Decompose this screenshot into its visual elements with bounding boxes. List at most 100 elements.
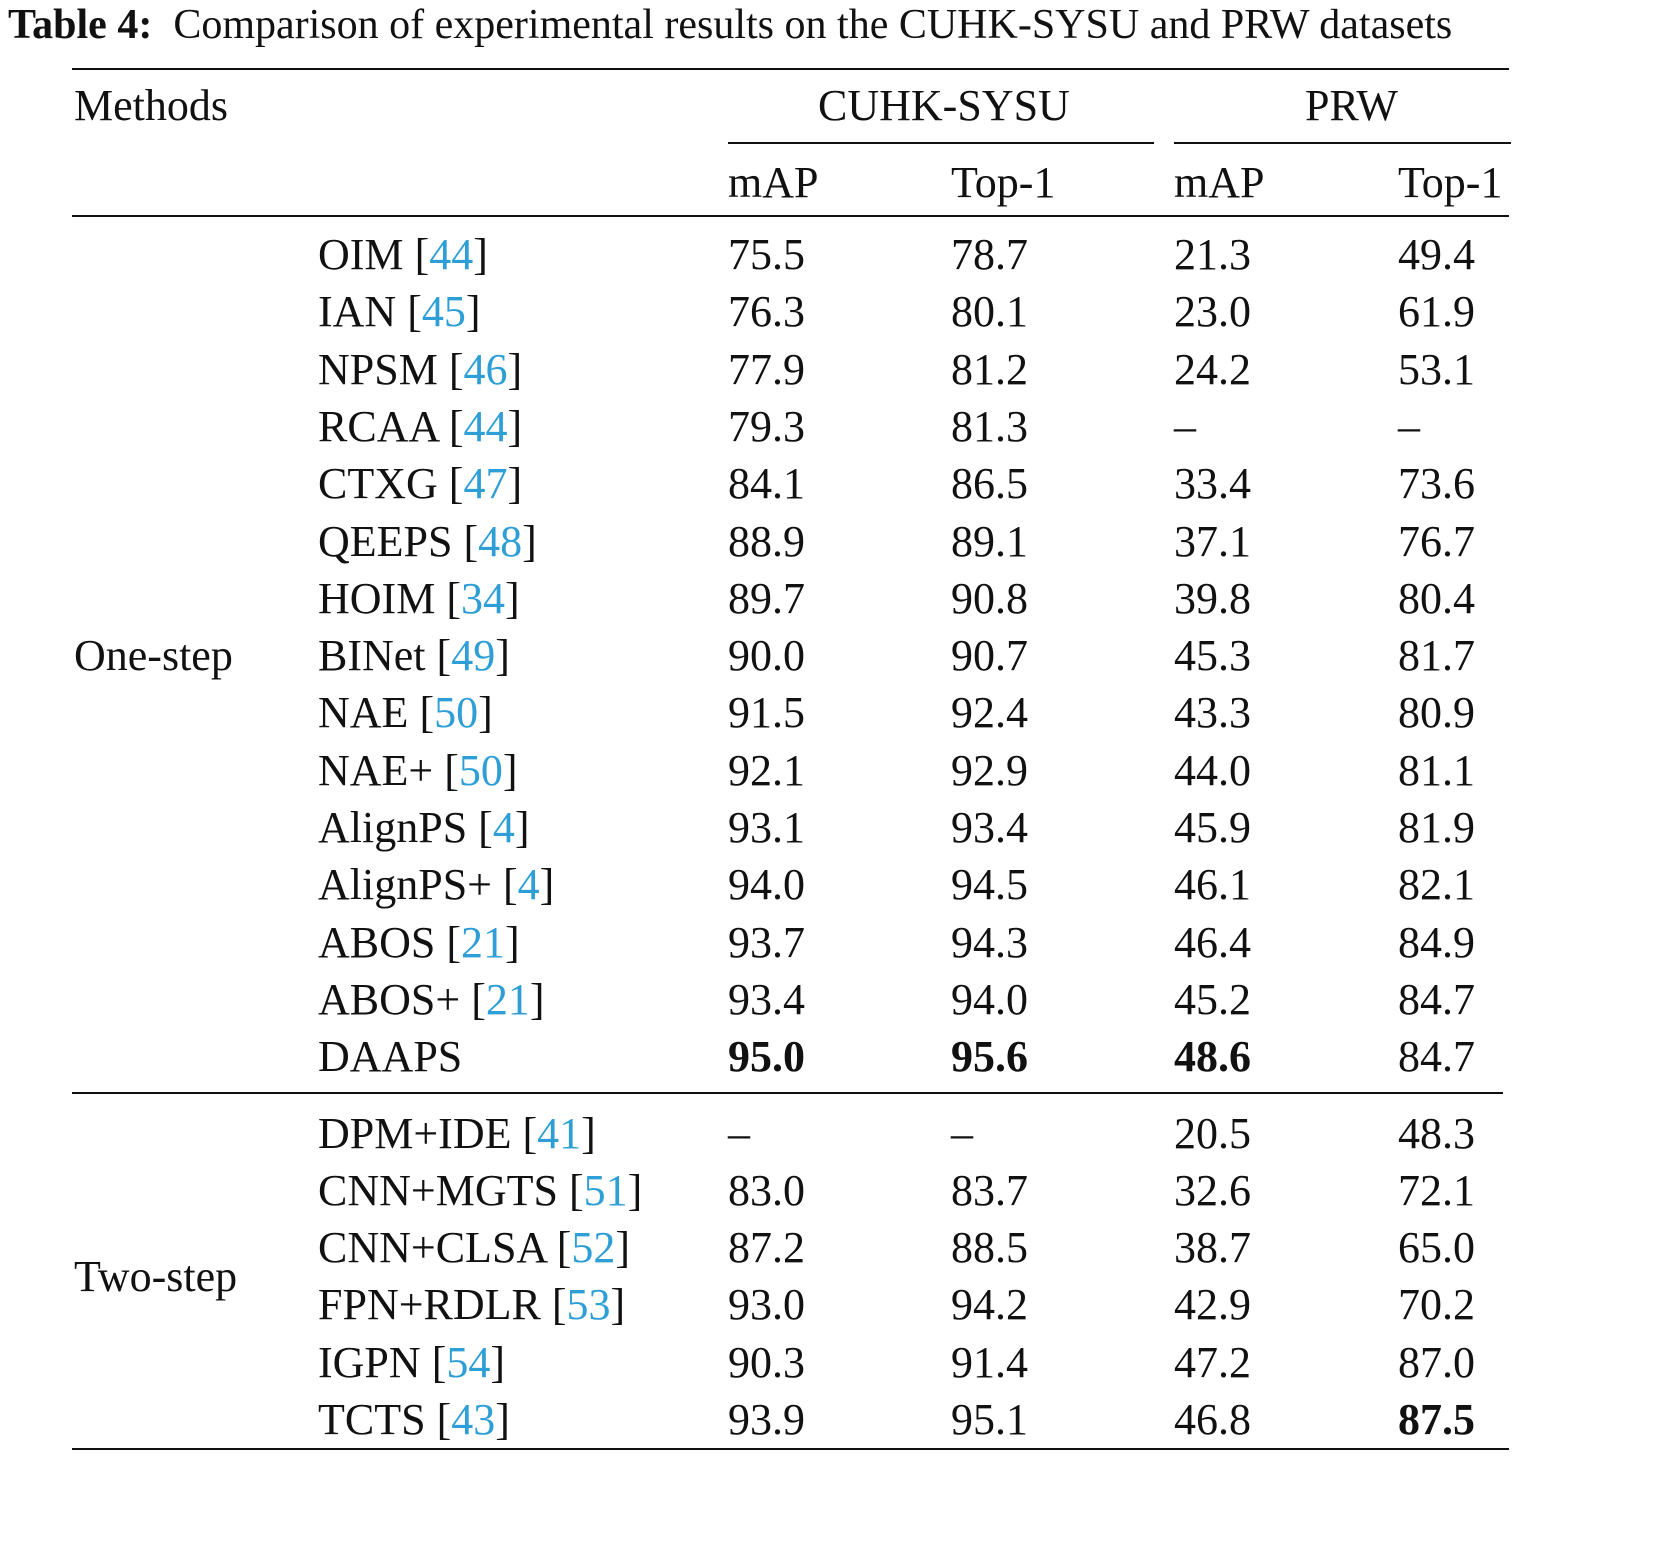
value-cell-p-top1: 53.1 [1398, 345, 1475, 394]
method-cell: CNN+CLSA [52] [318, 1223, 631, 1272]
value-cell-c-top1: 94.0 [951, 975, 1028, 1024]
citation-link[interactable]: 4 [517, 860, 540, 909]
value-cell-c-map: 92.1 [728, 746, 805, 795]
method-cell: DPM+IDE [41] [318, 1109, 596, 1158]
value-cell-c-map: 83.0 [728, 1166, 805, 1215]
method-name: DAAPS [318, 1032, 463, 1081]
header-cuhk-map: mAP [728, 158, 819, 207]
method-name: QEEPS [318, 517, 453, 566]
citation-link[interactable]: 47 [463, 459, 508, 508]
value-cell-c-top1: 89.1 [951, 517, 1028, 566]
value-cell-c-top1: 94.3 [951, 918, 1028, 967]
method-name: CTXG [318, 459, 438, 508]
citation-link[interactable]: 53 [566, 1280, 611, 1329]
method-name: IGPN [318, 1338, 421, 1387]
value-cell-c-map: 93.4 [728, 975, 805, 1024]
value-cell-p-top1: – [1398, 402, 1420, 451]
citation-link[interactable]: 34 [460, 574, 505, 623]
value-cell-p-map: 44.0 [1174, 746, 1251, 795]
value-cell-p-map: 47.2 [1174, 1338, 1251, 1387]
value-cell-p-map: 45.2 [1174, 975, 1251, 1024]
citation-link[interactable]: 46 [463, 345, 508, 394]
value-cell-p-map: 32.6 [1174, 1166, 1251, 1215]
group-separator-rule [72, 1092, 1503, 1094]
value-cell-p-top1: 48.3 [1398, 1109, 1475, 1158]
top-rule [72, 68, 1509, 70]
citation-link[interactable]: 54 [446, 1338, 491, 1387]
value-cell-p-map: – [1174, 402, 1196, 451]
value-cell-p-top1: 81.1 [1398, 746, 1475, 795]
value-cell-c-top1: 90.7 [951, 631, 1028, 680]
value-cell-p-map: 38.7 [1174, 1223, 1251, 1272]
value-cell-c-top1: 95.1 [951, 1395, 1028, 1444]
value-cell-p-top1: 49.4 [1398, 230, 1475, 279]
method-name: NPSM [318, 345, 438, 394]
citation-link[interactable]: 51 [583, 1166, 628, 1215]
citation-link[interactable]: 49 [451, 631, 496, 680]
value-cell-c-map: – [728, 1109, 750, 1158]
method-cell: AlignPS+ [4] [318, 860, 555, 909]
value-cell-p-top1: 84.9 [1398, 918, 1475, 967]
value-cell-c-map: 84.1 [728, 459, 805, 508]
value-cell-p-map: 23.0 [1174, 287, 1251, 336]
method-name: NAE [318, 688, 409, 737]
value-cell-p-top1: 87.0 [1398, 1338, 1475, 1387]
value-cell-p-map: 45.3 [1174, 631, 1251, 680]
value-cell-c-top1: 95.6 [951, 1032, 1028, 1081]
citation-link[interactable]: 4 [492, 803, 515, 852]
value-cell-p-top1: 81.7 [1398, 631, 1475, 680]
citation-link[interactable]: 52 [571, 1223, 616, 1272]
citation-link[interactable]: 21 [485, 975, 530, 1024]
citation-link[interactable]: 48 [478, 517, 523, 566]
value-cell-p-top1: 81.9 [1398, 803, 1475, 852]
citation-link[interactable]: 50 [458, 746, 503, 795]
value-cell-p-map: 21.3 [1174, 230, 1251, 279]
value-cell-c-map: 93.0 [728, 1280, 805, 1329]
citation-link[interactable]: 21 [461, 918, 506, 967]
caption-text: Comparison of experimental results on th… [173, 2, 1453, 48]
value-cell-p-map: 43.3 [1174, 688, 1251, 737]
citation-link[interactable]: 44 [463, 402, 508, 451]
method-name: NAE+ [318, 746, 434, 795]
value-cell-p-map: 45.9 [1174, 803, 1251, 852]
method-name: CNN+CLSA [318, 1223, 546, 1272]
method-cell: ABOS [21] [318, 918, 520, 967]
citation-link[interactable]: 43 [451, 1395, 496, 1444]
method-cell: CTXG [47] [318, 459, 523, 508]
cuhk-header-rule [728, 142, 1154, 144]
value-cell-p-top1: 76.7 [1398, 517, 1475, 566]
value-cell-c-top1: 90.8 [951, 574, 1028, 623]
value-cell-c-map: 88.9 [728, 517, 805, 566]
method-name: ABOS [318, 918, 436, 967]
method-cell: FPN+RDLR [53] [318, 1280, 626, 1329]
caption-label: Table 4: [8, 2, 153, 48]
citation-link[interactable]: 50 [434, 688, 479, 737]
value-cell-c-map: 95.0 [728, 1032, 805, 1081]
method-name: AlignPS [318, 803, 468, 852]
value-cell-c-top1: 92.9 [951, 746, 1028, 795]
header-prw-top1: Top-1 [1398, 158, 1503, 207]
method-name: AlignPS+ [318, 860, 492, 909]
value-cell-c-map: 75.5 [728, 230, 805, 279]
method-name: OIM [318, 230, 404, 279]
value-cell-c-top1: 88.5 [951, 1223, 1028, 1272]
header-methods: Methods [74, 81, 228, 130]
citation-link[interactable]: 44 [429, 230, 474, 279]
citation-link[interactable]: 45 [421, 287, 466, 336]
value-cell-c-top1: 81.2 [951, 345, 1028, 394]
value-cell-p-top1: 72.1 [1398, 1166, 1475, 1215]
method-cell: OIM [44] [318, 230, 488, 279]
method-cell: DAAPS [318, 1035, 462, 1079]
value-cell-p-map: 46.1 [1174, 860, 1251, 909]
header-cuhk-top1: Top-1 [951, 158, 1056, 207]
method-name: BINet [318, 631, 426, 680]
method-name: CNN+MGTS [318, 1166, 558, 1215]
value-cell-c-top1: – [951, 1109, 973, 1158]
method-cell: CNN+MGTS [51] [318, 1166, 643, 1215]
value-cell-c-map: 76.3 [728, 287, 805, 336]
value-cell-p-top1: 82.1 [1398, 860, 1475, 909]
method-cell: QEEPS [48] [318, 517, 537, 566]
value-cell-p-top1: 70.2 [1398, 1280, 1475, 1329]
citation-link[interactable]: 41 [537, 1109, 582, 1158]
method-cell: NPSM [46] [318, 345, 523, 394]
